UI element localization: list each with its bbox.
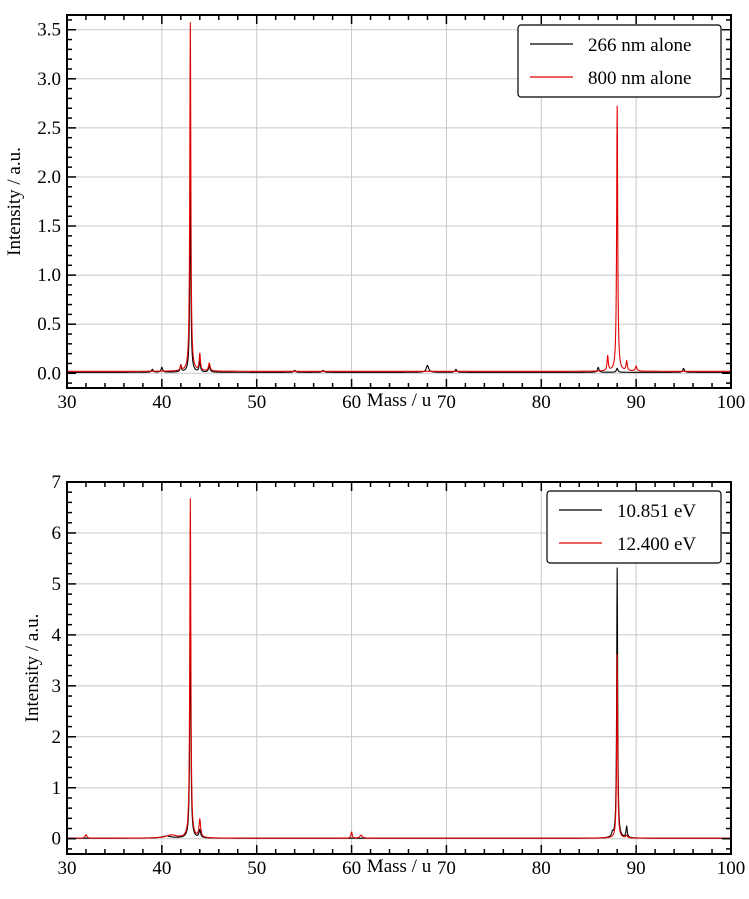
x-tick-label: 50 xyxy=(247,392,266,413)
series-line-1 xyxy=(66,22,732,372)
x-tick-label: 30 xyxy=(58,392,77,413)
x-tick-label: 60 xyxy=(342,392,361,413)
legend: 10.851 eV 12.400 eV xyxy=(546,490,722,564)
plot-frame xyxy=(66,481,732,855)
series-line-1 xyxy=(66,498,732,839)
y-tick-label: 2.5 xyxy=(37,118,61,139)
chart-top: 30 40 50 60 70 80 90 100 0.0 0.5 1.0 1.5 2.0 2.5 3.0 3.… xyxy=(4,14,746,413)
x-tick-label: 80 xyxy=(532,858,551,879)
y-axis-title: Intensity / a.u. xyxy=(4,147,25,256)
y-tick-label: 6 xyxy=(52,523,62,544)
x-tick-label: 100 xyxy=(717,858,746,879)
x-tick-label: 80 xyxy=(532,392,551,413)
x-tick-label: 90 xyxy=(627,858,646,879)
x-tick-label: 40 xyxy=(152,858,171,879)
y-tick-label: 4 xyxy=(52,625,62,646)
y-tick-label: 1.0 xyxy=(37,265,61,286)
legend-label: 266 nm alone xyxy=(588,35,691,56)
legend-box xyxy=(546,490,722,564)
y-tick-label: 3.0 xyxy=(37,69,61,90)
series-line-0 xyxy=(66,567,732,839)
y-tick-label: 0.5 xyxy=(37,314,61,335)
legend-label: 800 nm alone xyxy=(588,68,691,89)
x-tick-label: 30 xyxy=(58,858,77,879)
x-axis-title: Mass / u xyxy=(367,390,432,411)
chart-bottom: 30 40 50 60 70 80 90 100 0 1 2 3 4 5 6 7 Mass / u Intensi… xyxy=(22,472,745,879)
x-tick-label: 50 xyxy=(247,858,266,879)
y-tick-label: 3.5 xyxy=(37,20,61,41)
y-axis-title: Intensity / a.u. xyxy=(22,614,43,723)
y-tick-label: 0 xyxy=(52,829,62,850)
x-axis-title: Mass / u xyxy=(367,856,432,877)
y-tick-label: 2.0 xyxy=(37,167,61,188)
x-tick-label: 90 xyxy=(627,392,646,413)
legend-label: 12.400 eV xyxy=(617,534,696,555)
y-tick-label: 7 xyxy=(52,472,62,493)
series-line-0 xyxy=(66,178,732,373)
y-tick-label: 1 xyxy=(52,778,62,799)
x-tick-label: 40 xyxy=(152,392,171,413)
legend-box xyxy=(517,24,722,98)
y-tick-label: 2 xyxy=(52,727,62,748)
legend-label: 10.851 eV xyxy=(617,501,696,522)
x-tick-label: 100 xyxy=(717,392,746,413)
x-tick-label: 70 xyxy=(437,858,456,879)
plot-frame xyxy=(66,14,732,389)
y-tick-label: 3 xyxy=(52,676,62,697)
x-tick-label: 60 xyxy=(342,858,361,879)
legend: 266 nm alone 800 nm alone xyxy=(517,24,722,98)
x-tick-label: 70 xyxy=(437,392,456,413)
y-tick-label: 0.0 xyxy=(37,363,61,384)
y-tick-label: 5 xyxy=(52,574,62,595)
y-tick-label: 1.5 xyxy=(37,216,61,237)
